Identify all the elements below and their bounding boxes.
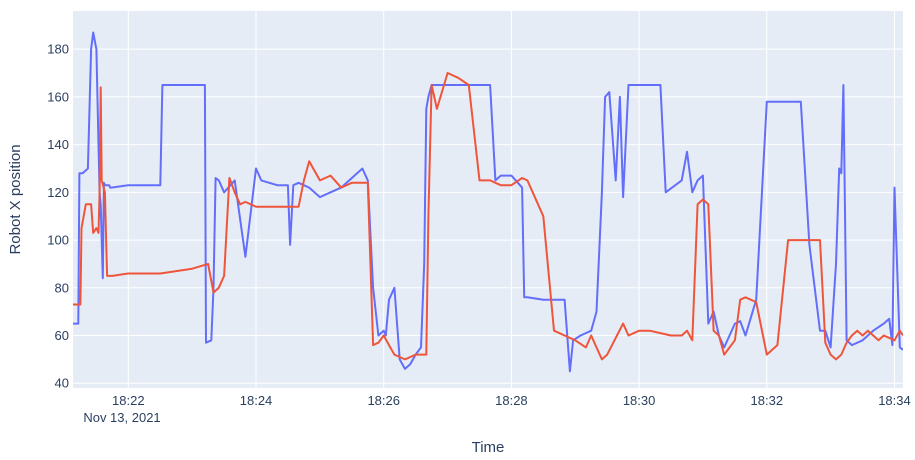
y-tick-label: 60 xyxy=(55,328,69,343)
series-layer xyxy=(73,31,903,373)
y-axis: 40 60 80 100 120 140 160 180 xyxy=(47,42,69,391)
y-tick-label: 140 xyxy=(47,137,69,152)
x-axis: 18:22 18:24 18:26 18:28 18:30 18:32 18:34 xyxy=(112,393,911,408)
y-tick-label: 120 xyxy=(47,185,69,200)
y-tick-label: 80 xyxy=(55,280,69,295)
series-line-1 xyxy=(73,31,903,373)
y-axis-title: Robot X position xyxy=(7,144,24,254)
x-axis-date-label: Nov 13, 2021 xyxy=(83,410,160,425)
y-tick-label: 160 xyxy=(47,89,69,104)
series-line-2 xyxy=(73,72,903,361)
x-tick-label: 18:22 xyxy=(112,393,145,408)
x-tick-label: 18:28 xyxy=(495,393,528,408)
x-axis-title: Time xyxy=(472,439,505,456)
x-tick-label: 18:26 xyxy=(367,393,400,408)
y-tick-label: 40 xyxy=(55,376,69,391)
x-tick-label: 18:34 xyxy=(878,393,911,408)
y-tick-label: 180 xyxy=(47,42,69,57)
x-tick-label: 18:24 xyxy=(240,393,273,408)
y-tick-label: 100 xyxy=(47,233,69,248)
x-tick-label: 18:32 xyxy=(751,393,784,408)
x-tick-label: 18:30 xyxy=(623,393,656,408)
